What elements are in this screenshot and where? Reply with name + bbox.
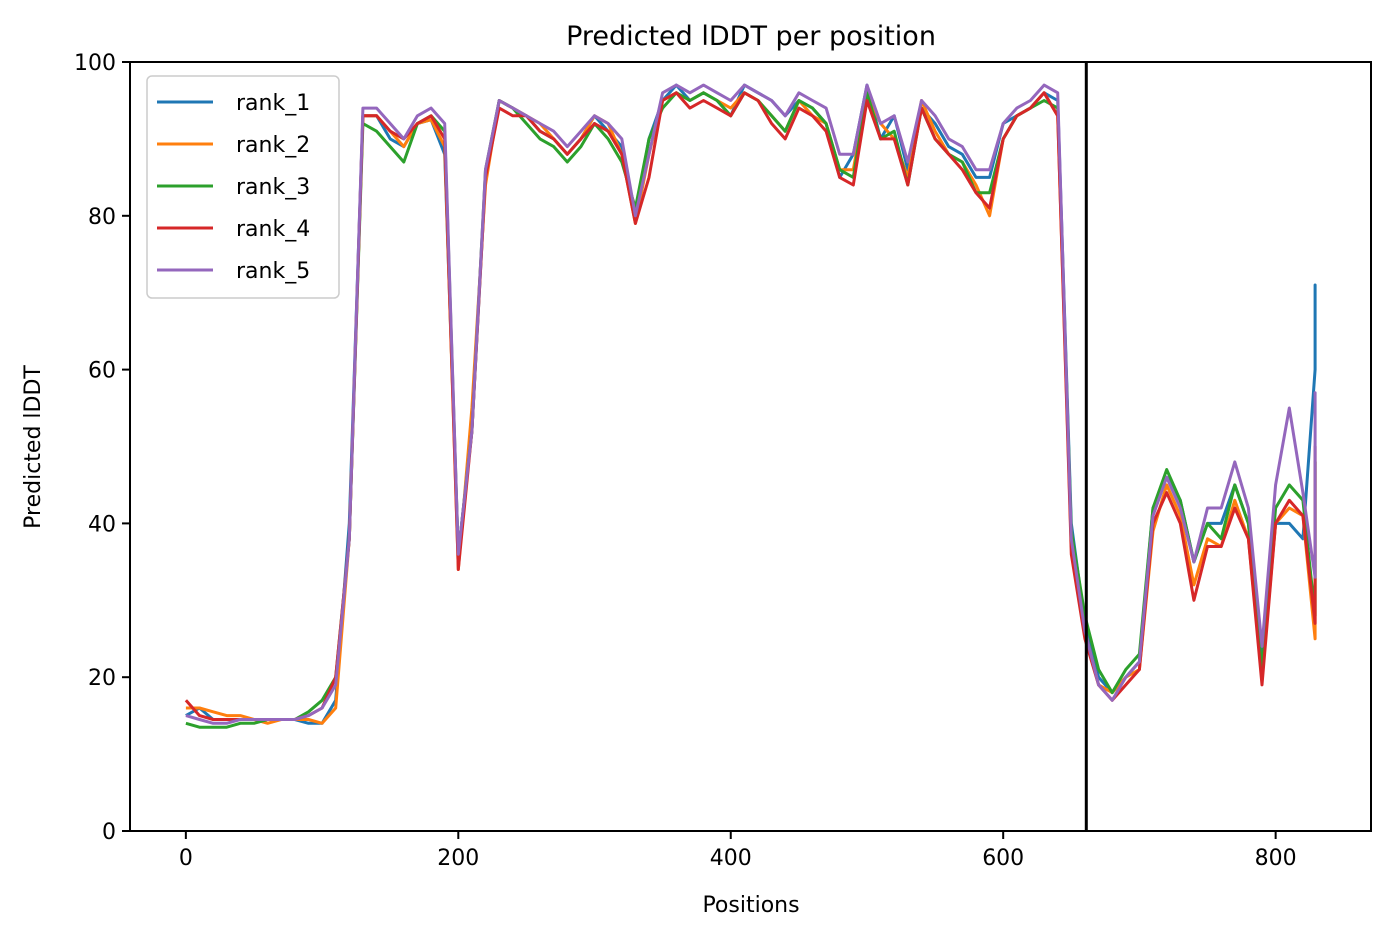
x-tick-label: 400 <box>710 846 752 871</box>
y-tick-label: 0 <box>102 820 116 845</box>
x-tick-label: 200 <box>437 846 479 871</box>
y-axis-label: Predicted lDDT <box>21 365 46 529</box>
x-axis-label: Positions <box>702 893 799 918</box>
legend-label-rank_3: rank_3 <box>236 175 310 200</box>
series-line-rank_5 <box>185 83 1317 725</box>
y-axis-ticks: 0 20 40 60 80 100 <box>74 51 130 845</box>
y-tick-label: 80 <box>88 205 116 230</box>
y-tick-label: 20 <box>88 666 116 691</box>
legend-label-rank_1: rank_1 <box>236 91 310 116</box>
plot-frame <box>129 61 1372 832</box>
x-tick-label: 800 <box>1255 846 1297 871</box>
legend-box <box>146 75 340 299</box>
y-tick-label: 60 <box>88 359 116 384</box>
y-tick-label: 40 <box>88 512 116 537</box>
series-line-rank_3 <box>185 91 1317 729</box>
series-layer <box>184 83 1317 729</box>
x-axis-ticks: 0 200 400 600 800 <box>179 831 1297 871</box>
legend-label-rank_2: rank_2 <box>236 133 310 158</box>
chart-title: Predicted lDDT per position <box>566 21 936 52</box>
legend-label-rank_5: rank_5 <box>236 259 310 284</box>
y-tick-label: 100 <box>74 51 116 76</box>
legend: rank_1 rank_2 rank_3 rank_4 rank_5 <box>146 75 340 299</box>
x-tick-label: 600 <box>982 846 1024 871</box>
legend-label-rank_4: rank_4 <box>236 217 310 242</box>
x-tick-label: 0 <box>179 846 193 871</box>
series-line-rank_4 <box>184 91 1317 721</box>
